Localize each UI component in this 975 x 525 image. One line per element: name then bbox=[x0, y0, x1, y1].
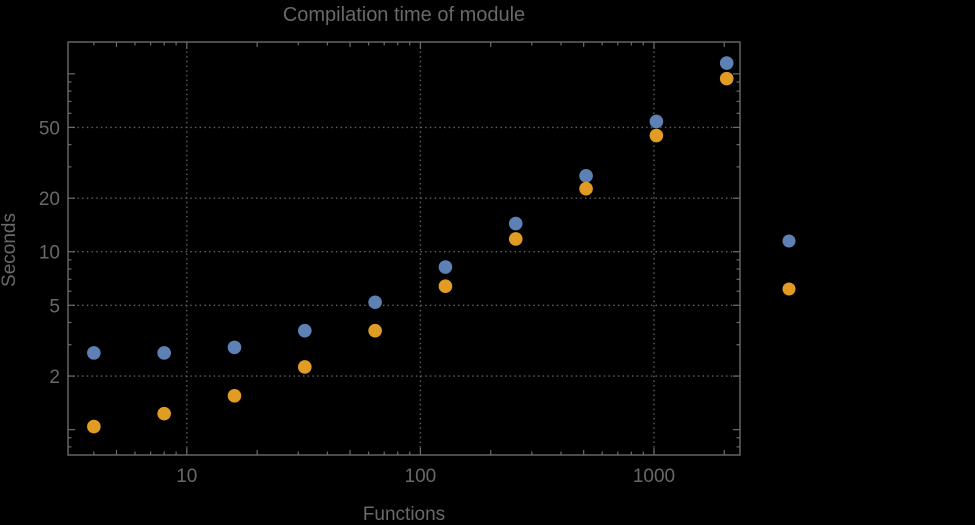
data-point-series-blue bbox=[438, 260, 453, 274]
data-point-series-blue bbox=[719, 56, 734, 70]
y-tick-label: 20 bbox=[39, 189, 60, 210]
data-point-series-orange bbox=[508, 232, 523, 246]
y-tick-label: 10 bbox=[39, 243, 60, 264]
chart-title: Compilation time of module bbox=[282, 4, 526, 26]
x-tick-label: 100 bbox=[405, 466, 437, 487]
y-axis-label: Seconds bbox=[0, 213, 20, 287]
data-point-series-blue bbox=[227, 340, 242, 355]
data-point-series-orange bbox=[368, 323, 382, 338]
x-axis-label: Functions bbox=[362, 504, 446, 525]
legend-marker bbox=[782, 234, 796, 248]
x-tick-label: 10 bbox=[176, 466, 197, 487]
data-point-series-orange bbox=[298, 360, 312, 374]
data-point-series-blue bbox=[157, 346, 171, 360]
data-point-series-blue bbox=[87, 346, 101, 360]
data-point-series-orange bbox=[579, 181, 593, 196]
data-point-series-blue bbox=[368, 295, 382, 310]
data-point-series-orange bbox=[87, 419, 101, 434]
data-point-series-orange bbox=[227, 388, 242, 403]
data-point-series-orange bbox=[438, 279, 453, 294]
data-point-series-orange bbox=[157, 406, 171, 421]
plot-frame bbox=[67, 41, 741, 456]
data-point-series-blue bbox=[508, 216, 523, 231]
data-point-series-orange bbox=[649, 128, 664, 143]
y-tick-label: 2 bbox=[49, 367, 60, 388]
legend-marker bbox=[782, 282, 796, 296]
y-tick-label: 5 bbox=[49, 296, 60, 317]
data-point-series-orange bbox=[719, 71, 734, 86]
data-point-series-blue bbox=[579, 169, 593, 183]
data-point-series-blue bbox=[649, 114, 664, 129]
data-point-series-blue bbox=[298, 323, 312, 338]
x-tick-label: 1000 bbox=[633, 466, 675, 487]
y-tick-label: 50 bbox=[39, 118, 60, 139]
